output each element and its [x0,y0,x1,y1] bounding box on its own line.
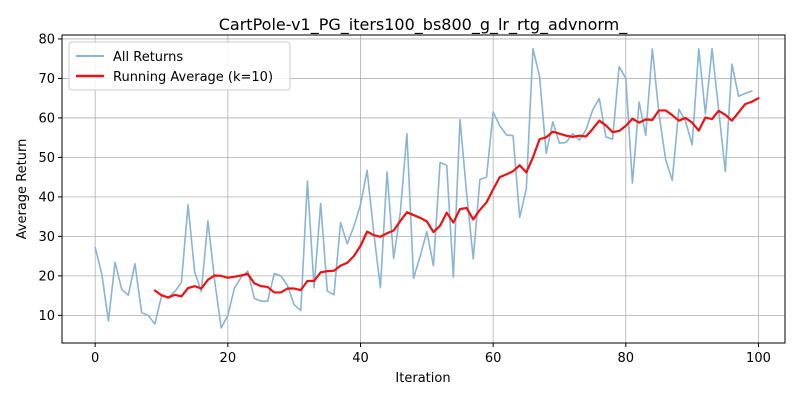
x-tick-label: 0 [91,351,99,366]
y-axis-label: Average Return [15,139,30,240]
y-tick-label: 20 [38,269,55,284]
y-tick-label: 60 [38,111,55,126]
x-tick-label: 20 [220,351,237,366]
y-tick-label: 10 [38,309,55,324]
plot-frame [61,34,786,344]
series-layer [94,48,760,329]
legend-box [68,41,291,91]
x-tick-label: 60 [485,351,502,366]
x-tick-label: 100 [746,351,771,366]
x-axis-label: Iteration [395,371,450,386]
x-tick-label: 40 [352,351,369,366]
y-tick-label: 70 [38,72,55,87]
y-tick-label: 40 [38,190,55,205]
y-tick-label: 50 [38,151,55,166]
y-tick-label: 80 [38,32,55,47]
chart-title: CartPole-v1_PG_iters100_bs800_g_lr_rtg_a… [219,15,629,35]
all-returns-line [94,48,753,329]
legend-label-all-returns: All Returns [113,50,183,65]
legend: All Returns Running Average (k=10) [68,41,291,91]
x-tick-label: 80 [618,351,635,366]
axis-ticks: 0 20 40 60 80 100 10 20 30 40 50 60 70 80 [38,32,770,366]
legend-label-running-average: Running Average (k=10) [113,70,273,85]
y-tick-label: 30 [38,230,55,245]
running-average-line [153,97,760,299]
